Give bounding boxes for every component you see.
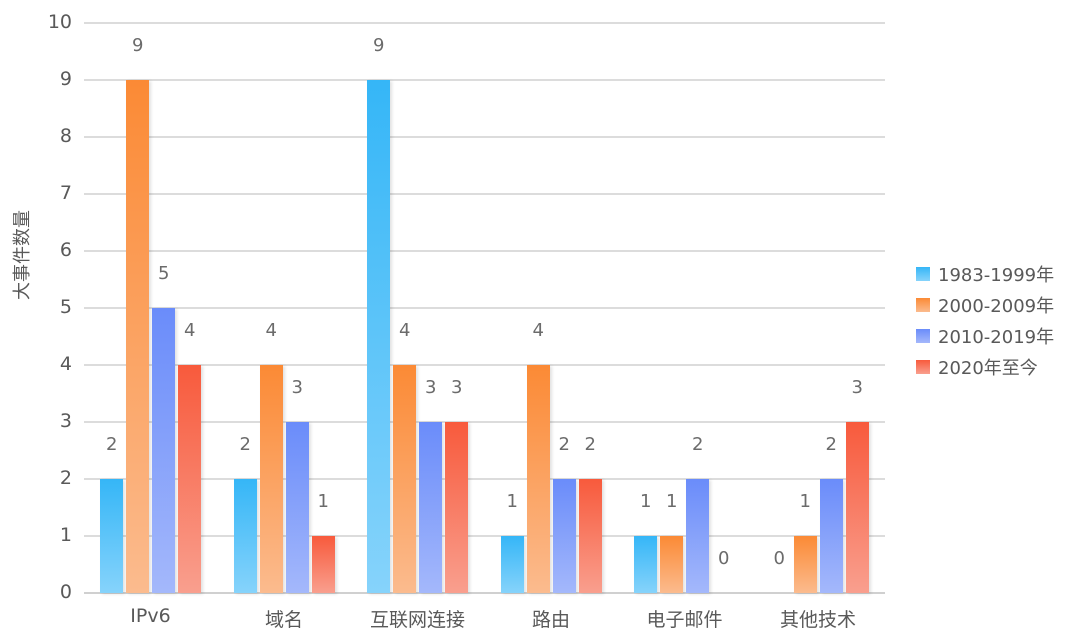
value-label: 0	[718, 548, 730, 569]
value-label: 2	[692, 434, 704, 455]
gridline	[84, 250, 885, 252]
value-label: 3	[451, 377, 463, 398]
bar	[259, 365, 283, 593]
x-tick-label: 互联网连接	[369, 609, 465, 631]
x-tick-label: IPv6	[130, 605, 171, 627]
bar	[178, 365, 202, 593]
value-label: 5	[158, 263, 170, 284]
legend-swatch-icon	[916, 328, 930, 343]
value-label: 3	[851, 377, 863, 398]
bar	[634, 536, 658, 593]
gridline	[84, 307, 885, 309]
value-label: 4	[399, 320, 411, 341]
value-label: 4	[532, 320, 544, 341]
value-label: 4	[265, 320, 277, 341]
legend-swatch-icon	[916, 297, 930, 312]
bar	[819, 479, 843, 593]
gridline	[84, 22, 885, 24]
value-label: 2	[825, 434, 837, 455]
value-label: 1	[799, 491, 811, 512]
value-label: 3	[291, 377, 303, 398]
bar	[686, 479, 710, 593]
x-axis-line	[84, 592, 885, 594]
value-label: 1	[317, 491, 329, 512]
bar	[233, 479, 257, 593]
bar	[660, 536, 684, 593]
x-tick-label: 其他技术	[779, 609, 856, 631]
bar	[419, 422, 443, 593]
gridline	[84, 421, 885, 423]
value-label: 1	[666, 491, 678, 512]
value-label: 0	[773, 548, 785, 569]
bar	[311, 536, 335, 593]
bar	[445, 422, 469, 593]
bar	[367, 80, 391, 593]
y-tick-label: 1	[59, 524, 72, 546]
x-tick-label: 电子邮件	[646, 609, 723, 631]
value-label: 3	[425, 377, 437, 398]
legend-label: 2010-2019年	[938, 326, 1055, 348]
value-label: 9	[132, 35, 144, 56]
bar	[552, 479, 576, 593]
legend-item: 1983-1999年	[916, 258, 1054, 289]
legend-item: 2020年至今	[916, 351, 1054, 382]
legend-label: 2020年至今	[938, 357, 1038, 379]
y-tick-label: 8	[59, 125, 72, 147]
value-label: 1	[506, 491, 518, 512]
y-tick-label: 0	[59, 581, 72, 603]
bar	[126, 80, 150, 593]
legend-label: 2000-2009年	[938, 295, 1055, 317]
y-tick-label: 4	[59, 353, 72, 375]
bar	[500, 536, 524, 593]
value-label: 9	[373, 35, 385, 56]
value-label: 2	[239, 434, 251, 455]
gridline	[84, 478, 885, 480]
gridline	[84, 79, 885, 81]
legend-swatch-icon	[916, 266, 930, 281]
bar	[793, 536, 817, 593]
y-tick-label: 9	[59, 68, 72, 90]
y-tick-label: 7	[59, 182, 72, 204]
legend-item: 2010-2019年	[916, 320, 1054, 351]
y-tick-label: 10	[47, 11, 72, 33]
legend: 1983-1999年 2000-2009年 2010-2019年 2020年至今	[916, 258, 1054, 382]
legend-item: 2000-2009年	[916, 289, 1054, 320]
legend-label: 1983-1999年	[938, 264, 1055, 286]
gridline	[84, 193, 885, 195]
value-label: 2	[558, 434, 570, 455]
x-tick-label: 域名	[264, 609, 303, 631]
value-label: 4	[184, 320, 196, 341]
value-label: 1	[640, 491, 652, 512]
value-label: 2	[584, 434, 596, 455]
gridline	[84, 364, 885, 366]
y-tick-label: 5	[59, 296, 72, 318]
y-tick-label: 6	[59, 239, 72, 261]
bar	[393, 365, 417, 593]
bar	[845, 422, 869, 593]
gridline	[84, 136, 885, 138]
bar	[285, 422, 309, 593]
x-tick-label: 路由	[531, 609, 570, 631]
gridline	[84, 535, 885, 537]
bar	[100, 479, 124, 593]
bar	[578, 479, 602, 593]
bar	[152, 308, 176, 593]
bar	[526, 365, 550, 593]
y-tick-label: 3	[59, 410, 72, 432]
legend-swatch-icon	[916, 359, 930, 374]
value-label: 2	[106, 434, 118, 455]
y-tick-label: 2	[59, 467, 72, 489]
